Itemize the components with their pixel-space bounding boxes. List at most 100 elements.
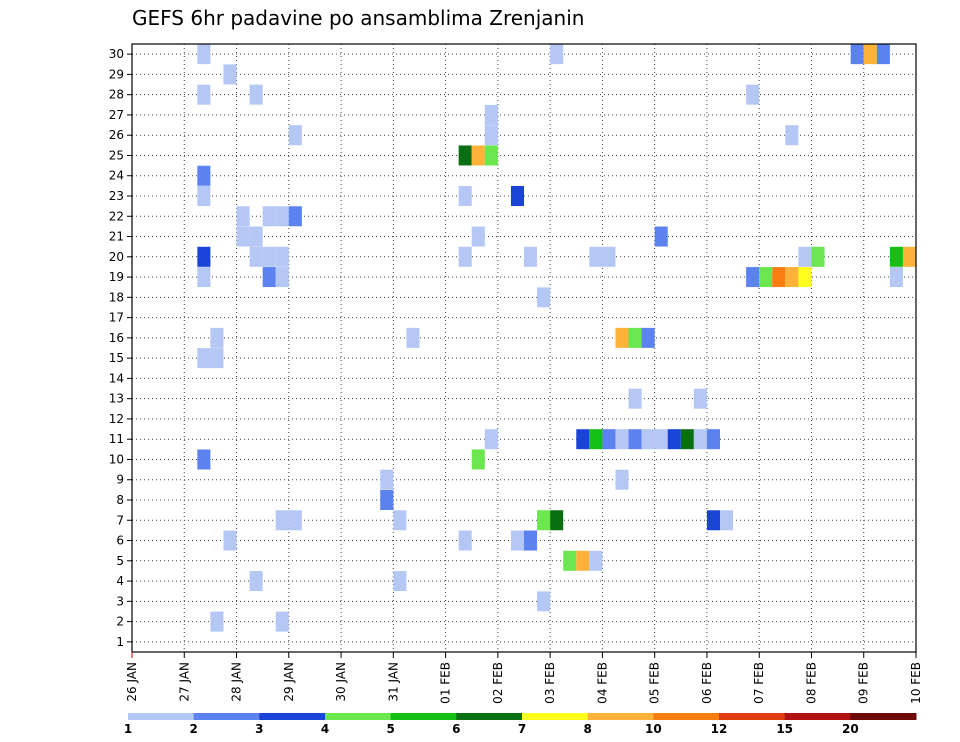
colorbar-swatch [850,713,917,720]
ensemble-cells [197,44,916,632]
precip-cell [458,145,472,166]
precip-cell [537,591,551,612]
colorbar-label: 3 [255,722,263,736]
y-tick-label: 17 [109,311,124,325]
precip-cell [693,429,707,450]
precip-cell [889,246,903,267]
precip-cell [576,550,590,571]
precip-cell [210,611,224,632]
y-tick-label: 22 [109,209,124,223]
precip-cell [550,510,564,531]
precip-cell [524,246,538,267]
precip-cell [772,267,786,288]
precip-cell [602,429,616,450]
precip-cell [393,571,407,592]
precip-cell [615,429,629,450]
x-tick-label: 05 FEB [648,662,662,704]
precip-cell [628,327,642,348]
precip-cell [262,267,276,288]
y-tick-label: 19 [109,270,124,284]
y-tick-label: 25 [109,148,124,162]
colorbar-label: 6 [452,722,460,736]
precip-cell [223,64,237,85]
precip-cell [458,246,472,267]
y-tick-label: 24 [109,169,124,183]
precip-cell [458,530,472,551]
x-tick-label: 26 JAN [125,662,139,702]
precip-cell [589,246,603,267]
precip-cell [863,44,877,65]
precip-cell [275,510,289,531]
precip-cell [210,348,224,369]
precip-cell [197,246,211,267]
y-tick-label: 18 [109,290,124,304]
colorbar-label: 15 [776,722,793,736]
precip-cell [197,44,211,65]
x-tick-label: 31 JAN [386,662,400,702]
chart-title: GEFS 6hr padavine po ansamblima Zrenjani… [132,6,584,30]
y-tick-label: 4 [116,574,124,588]
precip-cell [249,246,263,267]
colorbar-label: 8 [583,722,591,736]
y-axis: 1234567891011121314151617181920212223242… [109,47,132,649]
precip-cell [798,267,812,288]
grid-layer [132,44,916,652]
x-tick-label: 03 FEB [543,662,557,704]
x-axis: 26 JAN 27 JAN 28 JAN 29 JAN 30 JAN 31 JAN 01 F… [125,652,923,704]
precip-cell [471,145,485,166]
precip-cell [746,84,760,105]
precip-cell [902,246,916,267]
x-tick-label: 10 FEB [909,662,923,704]
colorbar-label: 4 [321,722,329,736]
colorbar-swatch [653,713,720,720]
precip-cell [785,125,799,146]
x-tick-label: 06 FEB [700,662,714,704]
colorbar-swatch [587,713,654,720]
precip-cell [236,226,250,247]
precip-cell [275,611,289,632]
precip-cell [484,125,498,146]
precip-cell [197,348,211,369]
precip-cell [589,429,603,450]
precip-cell [654,226,668,247]
colorbar-label: 2 [189,722,197,736]
precip-cell [510,186,524,206]
precip-cell [484,429,498,450]
y-tick-label: 14 [109,371,124,385]
precip-cell [510,530,524,551]
y-tick-label: 30 [109,47,124,61]
colorbar-swatch [456,713,523,720]
precip-cell [706,510,720,531]
precip-cell [275,246,289,267]
precip-cell [537,287,551,308]
y-tick-label: 21 [109,230,124,244]
x-tick-label: 28 JAN [230,662,244,702]
precip-cell [197,165,211,186]
precip-cell [889,267,903,288]
precip-cell [628,388,642,409]
precip-cell [236,206,250,227]
x-tick-label: 01 FEB [439,662,453,704]
x-tick-label: 27 JAN [177,662,191,702]
precip-cell [720,510,734,531]
y-tick-label: 16 [109,331,124,345]
y-tick-label: 12 [109,412,124,426]
precip-cell [680,429,694,450]
y-tick-label: 11 [109,432,124,446]
precip-cell [471,226,485,247]
colorbar-label: 12 [711,722,728,736]
colorbar-swatch [522,713,589,720]
colorbar-label: 5 [386,722,394,736]
colorbar-swatch [128,713,195,720]
precip-cell [524,530,538,551]
y-tick-label: 2 [116,615,124,629]
y-tick-label: 6 [116,534,124,548]
plot-frame [131,43,917,653]
y-tick-label: 13 [109,392,124,406]
y-tick-label: 8 [116,493,124,507]
precip-cell [484,145,498,166]
precip-cell [249,226,263,247]
y-tick-label: 15 [109,351,124,365]
precip-cell [602,246,616,267]
colorbar-label: 1 [124,722,132,736]
